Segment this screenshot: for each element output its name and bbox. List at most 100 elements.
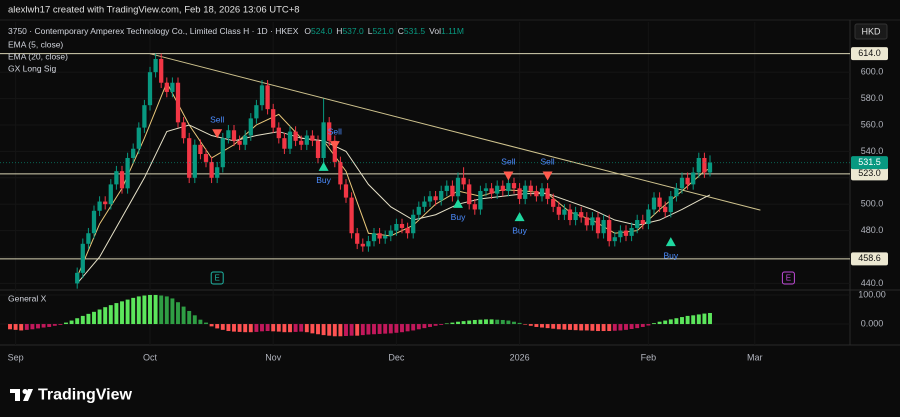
candle-body xyxy=(551,198,556,207)
histogram-bar xyxy=(316,324,320,335)
histogram-bar xyxy=(450,322,455,325)
histogram-bar xyxy=(467,320,472,325)
histogram-bar xyxy=(360,324,365,336)
histogram-bar xyxy=(663,320,668,325)
histogram-bar xyxy=(232,324,236,332)
candle-body xyxy=(80,243,85,273)
candle-body xyxy=(651,197,657,210)
candle-body xyxy=(282,138,287,149)
legend-key: O xyxy=(304,26,311,36)
histogram-bar xyxy=(204,322,208,325)
candle-body xyxy=(164,82,169,92)
candle-body xyxy=(108,184,113,205)
candle-body xyxy=(338,161,343,185)
candle-body xyxy=(192,144,197,178)
candle-body xyxy=(646,209,651,224)
histogram-bar xyxy=(612,324,617,331)
candle-body xyxy=(220,138,225,168)
candle-body xyxy=(215,167,220,178)
histogram-bar xyxy=(618,324,623,331)
histogram-bar xyxy=(495,319,500,325)
candle-body xyxy=(237,140,242,145)
histogram-bar xyxy=(696,314,701,325)
histogram-bar xyxy=(131,297,136,325)
candle-body xyxy=(489,188,494,194)
candle-body xyxy=(439,190,444,201)
signal-label: Sell xyxy=(501,157,515,167)
currency-box[interactable] xyxy=(854,23,888,40)
histogram-bar xyxy=(209,324,214,327)
histogram-bar xyxy=(142,295,147,325)
signal-label: Sell xyxy=(541,157,555,167)
candle-body xyxy=(310,135,315,141)
histogram-bar xyxy=(590,324,595,331)
histogram-bar xyxy=(215,324,220,329)
axes: 440.0460.0480.0500.0520.0540.0560.0580.0… xyxy=(8,47,888,362)
price-label-box xyxy=(851,167,888,181)
candle-body xyxy=(528,185,533,191)
candle-body xyxy=(483,188,489,191)
histogram-bar xyxy=(75,318,80,325)
candle-body xyxy=(573,212,578,221)
candle-body xyxy=(422,201,427,207)
histogram-bar xyxy=(551,324,556,329)
histogram-bar xyxy=(114,303,119,325)
legend-value: 521.0 xyxy=(372,26,394,36)
y-tick-label: 500.0 xyxy=(861,199,884,209)
histogram-bar xyxy=(674,318,679,325)
histogram-bar xyxy=(8,324,12,330)
candle-body xyxy=(674,188,679,197)
histogram-bar xyxy=(220,324,225,330)
candle-body xyxy=(153,58,158,73)
candle-body xyxy=(427,196,433,202)
candle-body xyxy=(707,162,713,173)
candle-body xyxy=(265,85,270,110)
candle-body xyxy=(685,177,690,185)
histogram-bar xyxy=(136,296,141,325)
y-tick-label: 600.0 xyxy=(861,67,884,77)
histogram-bar xyxy=(332,324,337,337)
histogram-bar xyxy=(405,324,410,332)
histogram-bar xyxy=(506,320,511,325)
candle-body xyxy=(75,272,80,284)
candle-body xyxy=(248,118,253,136)
histogram-bar xyxy=(433,324,438,326)
signal-label: Sell xyxy=(210,114,224,124)
histogram-bar xyxy=(534,324,539,327)
candle-body xyxy=(371,233,377,242)
histogram-bar xyxy=(422,324,427,329)
logo-shape xyxy=(23,389,33,401)
histogram-bar xyxy=(108,305,113,325)
histogram-bar xyxy=(372,324,376,335)
histogram-bar xyxy=(512,321,516,325)
histogram-bar xyxy=(556,324,561,330)
logo-shape xyxy=(22,389,28,394)
currency-label: HKD xyxy=(861,26,881,36)
earnings-box xyxy=(210,271,224,285)
last-price-label: 531.5 xyxy=(858,157,881,167)
candle-body xyxy=(131,148,136,158)
histogram-bar xyxy=(400,324,404,333)
candle-body xyxy=(86,233,91,244)
candle-body xyxy=(405,227,410,234)
histogram-bar xyxy=(237,324,242,332)
histogram-bar xyxy=(103,307,108,325)
candle-body xyxy=(181,122,186,139)
histogram-bar xyxy=(159,295,164,325)
candle-body xyxy=(623,230,629,236)
candle-body xyxy=(399,223,405,228)
candle-body xyxy=(595,217,601,234)
signal-marker xyxy=(329,141,340,151)
histogram-bar xyxy=(439,324,444,325)
candle-body xyxy=(97,201,102,211)
candle-body xyxy=(175,82,181,123)
x-tick-label: Dec xyxy=(388,352,405,362)
candle-body xyxy=(461,177,466,185)
candle-body xyxy=(411,214,416,234)
candle-body xyxy=(433,196,438,201)
candle-body xyxy=(315,140,321,158)
logo-shape xyxy=(15,389,20,401)
histogram-bar xyxy=(97,309,102,325)
candle-body xyxy=(103,201,108,205)
